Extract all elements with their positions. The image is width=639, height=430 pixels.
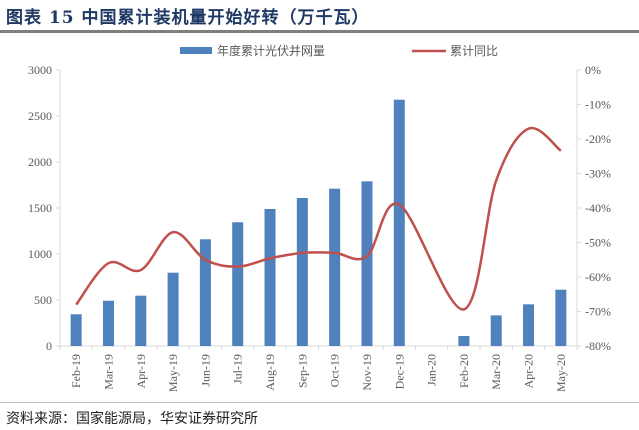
bar-May-19 (167, 272, 179, 346)
x-tick-label: Apr-20 (522, 354, 536, 388)
right-tick-label: -40% (585, 201, 611, 215)
bar-Feb-19 (70, 314, 82, 346)
bar-Mar-20 (490, 315, 502, 346)
x-tick-label: Apr-19 (134, 354, 148, 388)
x-tick-label: Feb-20 (457, 354, 471, 388)
right-tick-label: -70% (585, 305, 611, 319)
legend: 年度累计光伏并网量 累计同比 (180, 43, 498, 58)
x-tick-label: Mar-20 (489, 354, 503, 390)
x-tick-label: Feb-19 (69, 354, 83, 388)
right-tick-label: -30% (585, 167, 611, 181)
line-series (75, 126, 562, 311)
right-tick-label: -80% (585, 339, 611, 353)
x-tick-label: Aug-19 (263, 354, 277, 391)
source-note: 资料来源：国家能源局，华安证券研究所 (6, 411, 258, 427)
bar-Sep-19 (296, 197, 308, 346)
bar-Feb-20 (458, 335, 470, 346)
bar-Apr-19 (135, 295, 147, 346)
chart: 年度累计光伏并网量 累计同比 0 500 1000 1500 2000 2500 3000 -8… (28, 43, 611, 392)
x-tick-label: Nov-19 (360, 354, 374, 391)
bar-May-20 (555, 289, 567, 346)
left-tick-label: 1000 (28, 247, 52, 261)
bar-Aug-19 (264, 209, 276, 346)
bar-Jul-19 (232, 222, 244, 346)
bar-Dec-19 (393, 99, 405, 346)
x-tick-label: Jun-19 (198, 354, 212, 387)
legend-line-label: 累计同比 (450, 44, 498, 58)
x-axis-labels: Feb-19 Mar-19 Apr-19 May-19 Jun-19 Jul-19 Aug-… (69, 354, 568, 392)
x-tick-label: May-20 (554, 354, 568, 392)
bar-Oct-19 (329, 188, 341, 346)
x-tick-label: Jul-19 (231, 354, 245, 384)
yoy-line (75, 126, 562, 311)
left-tick-label: 3000 (28, 63, 52, 77)
right-tick-label: -50% (585, 236, 611, 250)
title-divider (0, 30, 639, 33)
x-tick-label: May-19 (166, 354, 180, 392)
bar-Apr-20 (523, 304, 535, 346)
chart-title: 图表 15 中国累计装机量开始好转（万千瓦） (6, 8, 370, 28)
x-tick-label: Sep-19 (295, 354, 309, 388)
footer-divider (0, 402, 639, 403)
left-tick-label: 2500 (28, 109, 52, 123)
right-tick-label: -60% (585, 270, 611, 284)
right-tick-label: -10% (585, 98, 611, 112)
legend-bar-label: 年度累计光伏并网量 (217, 43, 325, 58)
x-tick-label: Dec-19 (392, 354, 406, 389)
left-tick-label: 0 (46, 339, 52, 353)
right-tick-label: -20% (585, 132, 611, 146)
x-tick-label: Oct-19 (328, 354, 342, 387)
right-tick-label: 0% (585, 63, 601, 77)
legend-bar-swatch (180, 47, 212, 54)
left-tick-label: 500 (34, 293, 52, 307)
bar-Nov-19 (361, 181, 373, 346)
axes: 0 500 1000 1500 2000 2500 3000 -80% -70% -60% -50%… (28, 63, 611, 353)
bar-Mar-19 (102, 300, 114, 346)
left-tick-label: 2000 (28, 155, 52, 169)
bar-Jun-19 (199, 239, 211, 346)
x-tick-label: Mar-19 (101, 354, 115, 390)
left-tick-label: 1500 (28, 201, 52, 215)
x-tick-label: Jan-20 (425, 354, 439, 386)
bars (70, 99, 567, 346)
